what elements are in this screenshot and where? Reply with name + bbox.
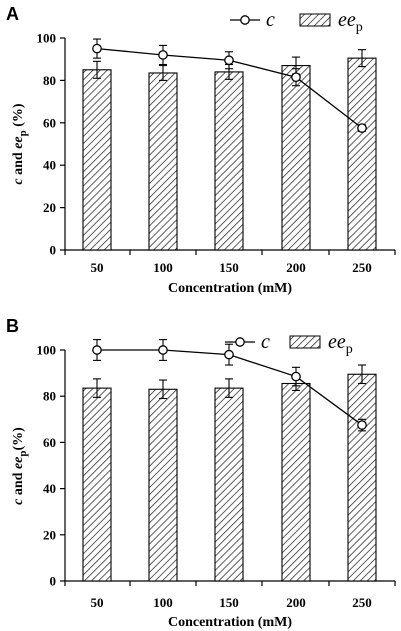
y-tick-label: 100 (37, 31, 57, 46)
point-c-150 (224, 55, 234, 66)
y-tick-label: 20 (43, 200, 56, 215)
x-axis-title: Concentration (mM) (168, 615, 292, 630)
bar-ee-100 (148, 72, 178, 251)
chart-panel-b: B 0 20 40 60 80 100 50 100 150 200 250 Concentration… (6, 316, 396, 630)
legend-marker-swatch (240, 15, 250, 25)
point-c-200 (291, 371, 301, 382)
legend-marker-swatch (235, 337, 245, 347)
bar-error-bar (159, 379, 167, 400)
legend-label-c: c (261, 331, 270, 353)
bar-ee-150 (214, 387, 244, 582)
bar-ee-50 (82, 387, 112, 582)
y-tick-label: 0 (50, 574, 57, 589)
bar-ee-50 (82, 69, 112, 251)
bar-ee-250 (347, 373, 377, 582)
legend-bar-swatch (299, 13, 331, 27)
bar-error-bar (93, 378, 101, 398)
x-tick-label: 100 (153, 595, 173, 610)
x-tick-label: 250 (352, 595, 372, 610)
x-tick-label: 50 (91, 595, 104, 610)
x-tick-label: 200 (286, 260, 306, 275)
point-c-50 (92, 345, 102, 355)
panel-label: B (6, 316, 19, 336)
chart-panel-a: A 0 20 40 60 80 100 50 100 150 200 250 Concentration… (6, 4, 396, 296)
y-tick-label: 0 (50, 243, 57, 258)
bar-ee-100 (148, 388, 178, 582)
x-tick-label: 200 (286, 595, 306, 610)
legend: c eep (230, 9, 363, 35)
bar-error-bar (358, 49, 366, 68)
bar-ee-250 (347, 57, 377, 251)
bar-error-bar (93, 60, 101, 79)
bar-error-bar (159, 65, 167, 81)
bar-ee-200 (281, 65, 311, 251)
y-axis-title: c and eep (%) (11, 103, 29, 185)
legend-label-ee: eep (328, 331, 353, 357)
x-tick-label: 250 (352, 260, 372, 275)
point-c-50 (92, 43, 102, 54)
x-tick-label: 100 (153, 260, 173, 275)
y-tick-label: 60 (43, 115, 56, 130)
y-tick-label: 80 (43, 389, 56, 404)
y-tick-label: 80 (43, 73, 56, 88)
point-c-250 (357, 420, 367, 430)
legend-label-ee: eep (338, 9, 363, 35)
x-tick-label: 50 (91, 260, 104, 275)
point-c-100 (158, 50, 168, 60)
legend-label-c: c (266, 9, 275, 31)
point-c-100 (158, 345, 168, 355)
legend-bar-swatch (289, 335, 321, 349)
y-tick-label: 20 (43, 527, 56, 542)
point-c-250 (357, 123, 367, 133)
bar-ee-150 (214, 71, 244, 251)
x-tick-label: 150 (219, 595, 239, 610)
x-tick-label: 150 (219, 260, 239, 275)
y-tick-label: 40 (43, 158, 56, 173)
bar-error-bar (358, 364, 366, 385)
y-tick-label: 100 (37, 343, 57, 358)
point-c-200 (291, 72, 301, 83)
bar-ee-200 (281, 382, 311, 582)
point-c-150 (224, 349, 234, 360)
x-axis-title: Concentration (mM) (168, 281, 292, 296)
y-axis-title: c and eep(%) (11, 427, 29, 505)
legend: c eep (225, 331, 353, 357)
panel-label: A (6, 4, 19, 24)
bar-error-bar (225, 378, 233, 398)
y-tick-label: 60 (43, 435, 56, 450)
y-tick-label: 40 (43, 481, 56, 496)
